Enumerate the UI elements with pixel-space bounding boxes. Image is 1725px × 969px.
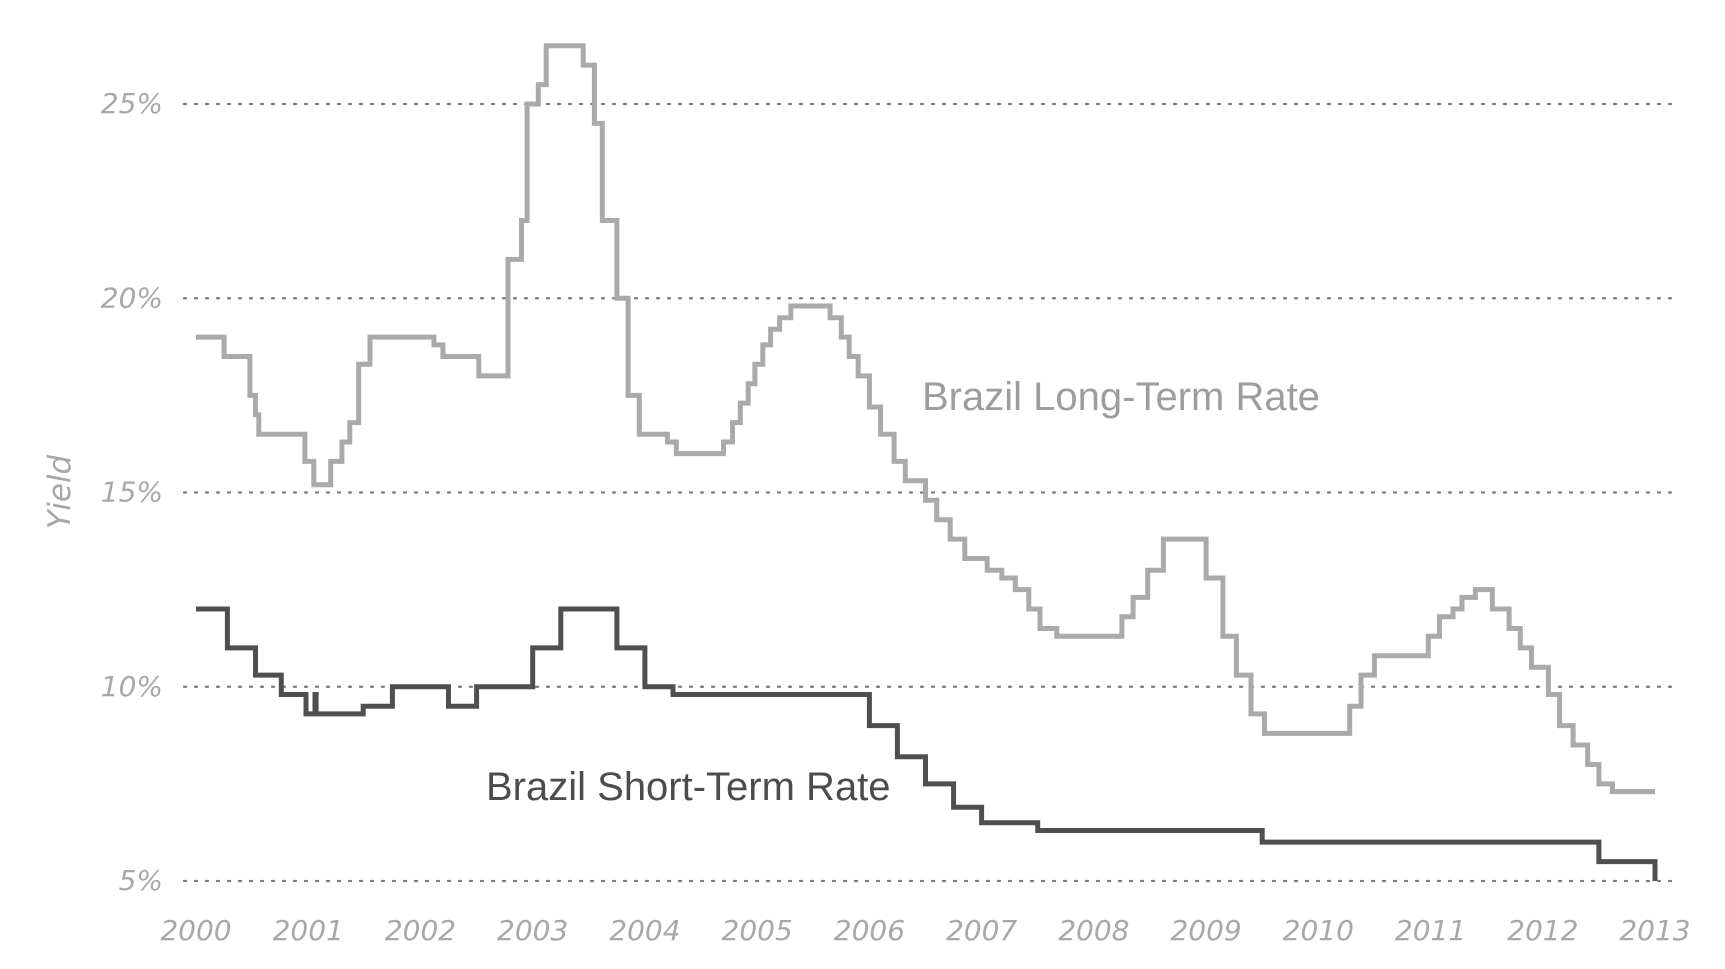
- y-tick-label: 25%: [101, 87, 163, 120]
- x-tick-label: 2008: [1058, 914, 1129, 947]
- series-label-long-term: Brazil Long-Term Rate: [922, 375, 1320, 419]
- series-lines: [196, 43, 1658, 881]
- x-tick-label: 2006: [834, 914, 905, 947]
- y-tick-label: 20%: [101, 281, 163, 314]
- x-tick-label: 2004: [609, 914, 680, 947]
- series-line-long-term: [196, 43, 1655, 795]
- x-tick-label: 2009: [1170, 914, 1241, 947]
- x-tick-label: 2012: [1507, 914, 1578, 947]
- y-axis-ticks: 5% 10% 15% 20% 25%: [101, 87, 163, 897]
- series-label-short-term: Brazil Short-Term Rate: [486, 765, 891, 809]
- y-tick-label: 5%: [119, 864, 163, 897]
- x-tick-label: 2011: [1395, 914, 1466, 947]
- x-tick-label: 2001: [273, 914, 344, 947]
- x-tick-label: 2005: [722, 914, 793, 947]
- x-tick-label: 2013: [1619, 914, 1690, 947]
- x-tick-label: 2002: [385, 914, 456, 947]
- x-tick-label: 2007: [946, 914, 1017, 947]
- series-labels: Brazil Long-Term Rate Brazil Short-Term R…: [486, 375, 1320, 809]
- y-axis-label: Yield: [42, 454, 78, 529]
- y-tick-label: 10%: [101, 670, 163, 703]
- y-tick-label: 15%: [101, 476, 163, 509]
- x-tick-label: 2000: [160, 914, 231, 947]
- x-axis-ticks: 2000 2001 2002 2003 2004 2005 2006 2007 2008 2009…: [160, 914, 1690, 947]
- x-tick-label: 2003: [497, 914, 568, 947]
- series-line-short-term: [196, 606, 1658, 881]
- x-tick-label: 2010: [1283, 914, 1354, 947]
